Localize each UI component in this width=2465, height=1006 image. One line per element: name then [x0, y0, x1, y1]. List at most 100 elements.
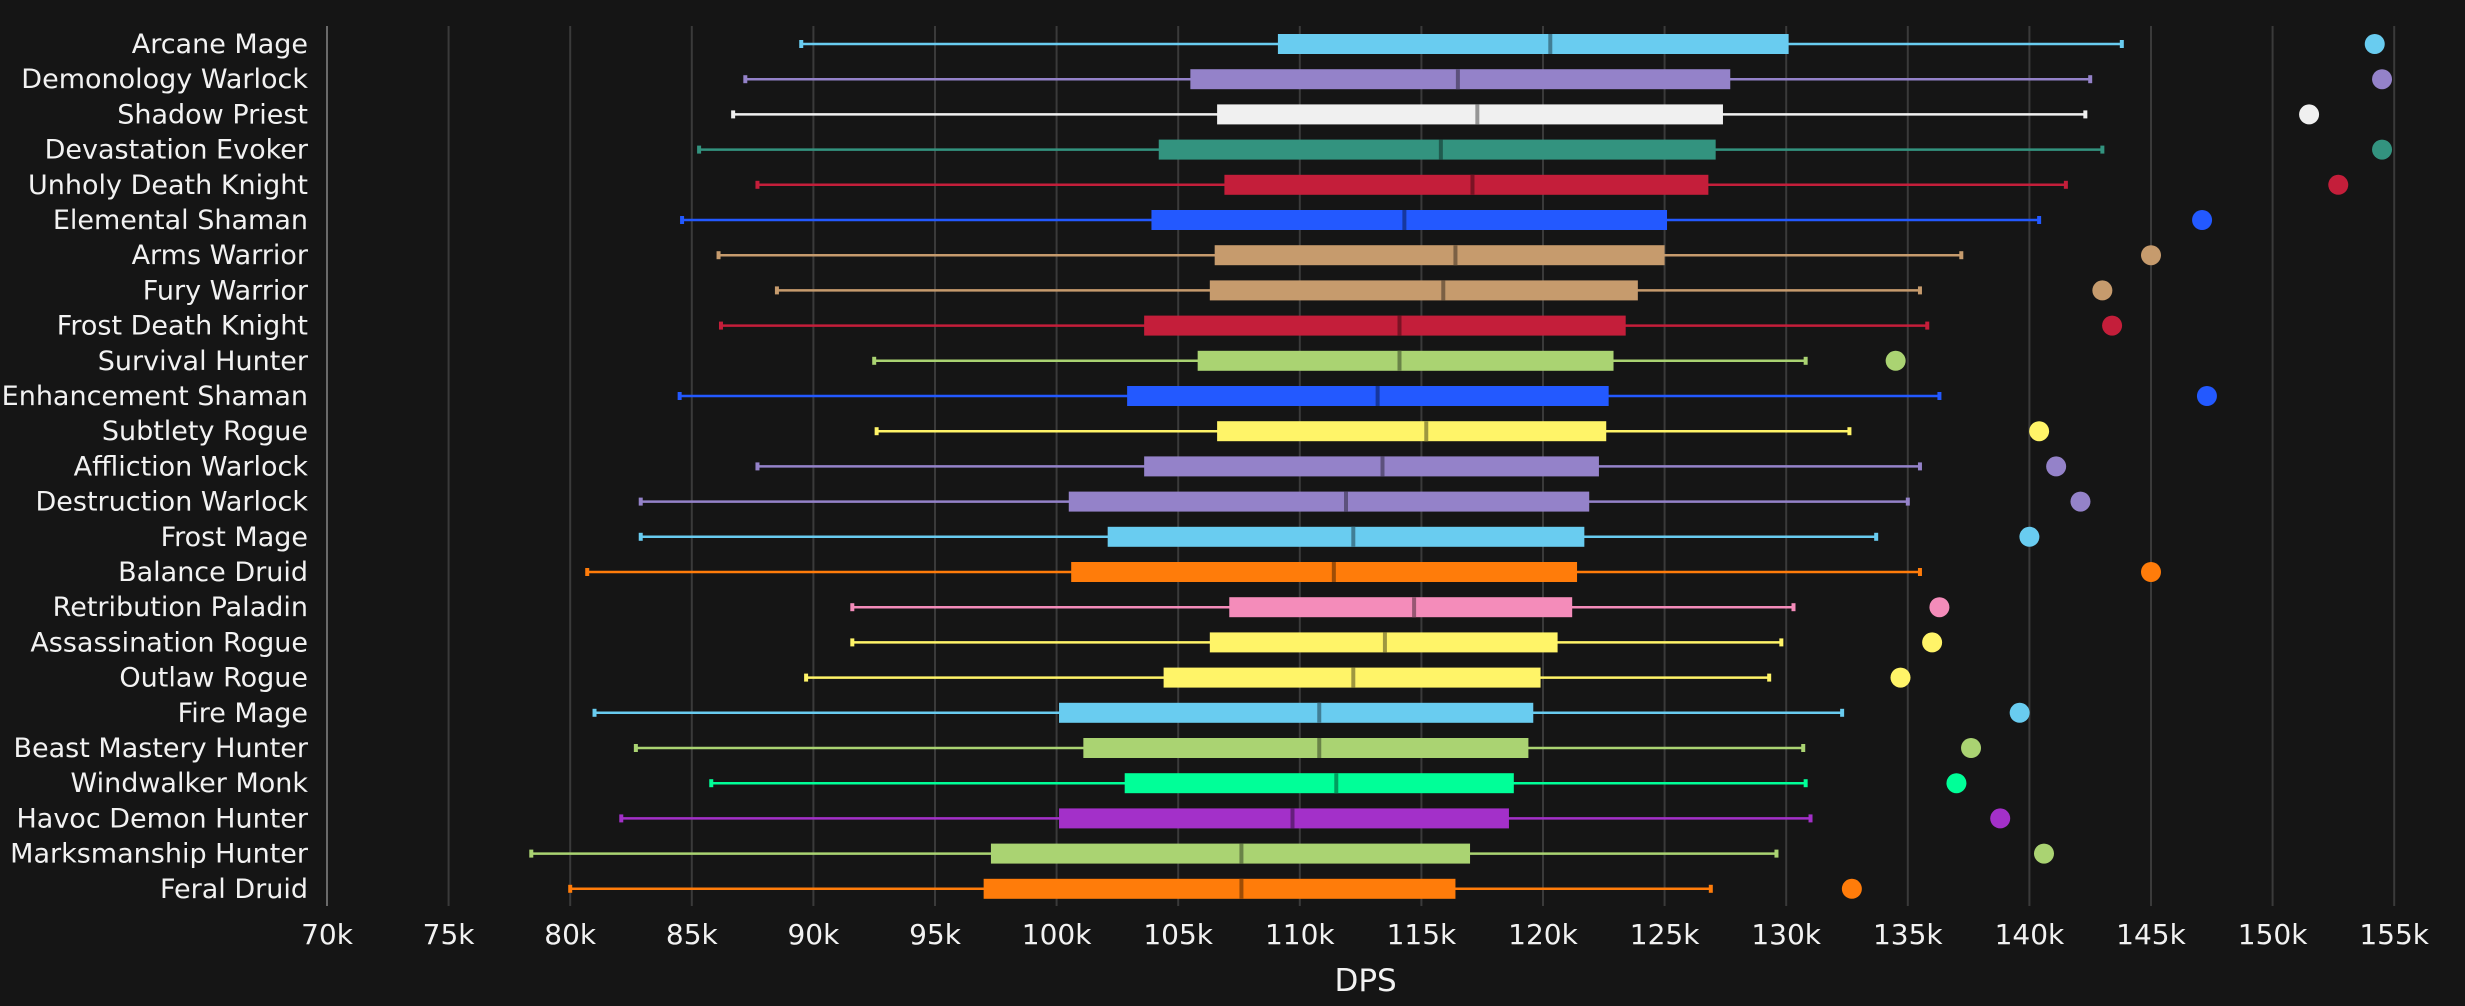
iqr-box: [1151, 210, 1668, 230]
x-tick-label: 120k: [1508, 918, 1578, 951]
box-row: [619, 808, 2011, 829]
outlier-point: [1946, 773, 1967, 794]
box-row: [718, 315, 2123, 336]
category-label: Demonology Warlock: [21, 64, 308, 95]
box-row: [709, 773, 1967, 794]
outlier-point: [2364, 34, 2385, 54]
outlier-point: [1929, 597, 1950, 618]
category-label: Devastation Evoker: [45, 135, 309, 166]
box-row: [568, 878, 1862, 899]
iqr-box: [1224, 174, 1709, 195]
x-tick-label: 80k: [544, 918, 597, 951]
x-tick-label: 105k: [1143, 918, 1213, 951]
iqr-box: [1059, 702, 1534, 723]
category-label: Havoc Demon Hunter: [16, 803, 308, 834]
category-label: Beast Mastery Hunter: [13, 733, 308, 764]
x-tick-label: 85k: [666, 918, 719, 951]
box-row: [804, 667, 1911, 688]
iqr-box: [1144, 456, 1599, 477]
box-row: [755, 174, 2349, 195]
outlier-point: [2192, 210, 2213, 230]
box-row: [585, 562, 2161, 582]
x-tick-label: 70k: [301, 918, 354, 951]
outlier-point: [2328, 174, 2349, 195]
box-row: [774, 280, 2113, 301]
box-row: [680, 210, 2213, 230]
box-row: [697, 139, 2393, 160]
iqr-box: [1107, 526, 1585, 547]
box-row: [731, 104, 2320, 125]
iqr-box: [1071, 562, 1578, 582]
iqr-box: [1209, 280, 1638, 301]
category-label: Subtlety Rogue: [102, 416, 308, 447]
outlier-point: [2009, 702, 2030, 723]
x-tick-label: 150k: [2238, 918, 2308, 951]
iqr-box: [1217, 421, 1607, 442]
category-label: Frost Mage: [161, 522, 308, 553]
box-rows: [529, 34, 2393, 899]
box-row: [638, 491, 2091, 512]
iqr-box: [1217, 104, 1723, 125]
category-label: Balance Druid: [118, 557, 308, 588]
iqr-box: [1229, 597, 1573, 618]
x-tick-label: 155k: [2359, 918, 2429, 951]
box-row: [755, 456, 2067, 477]
x-tick-label: 145k: [2116, 918, 2186, 951]
category-label: Feral Druid: [160, 874, 308, 905]
box-row: [677, 386, 2217, 406]
box-row: [592, 702, 2030, 723]
x-tick-label: 75k: [423, 918, 476, 951]
box-row: [633, 738, 1982, 758]
x-tick-label: 115k: [1387, 918, 1457, 951]
category-label: Elemental Shaman: [53, 205, 308, 236]
category-label: Unholy Death Knight: [28, 170, 308, 201]
outlier-point: [1922, 632, 1943, 653]
iqr-box: [1277, 34, 1789, 54]
category-label: Survival Hunter: [98, 346, 309, 377]
iqr-box: [1197, 350, 1614, 371]
box-row: [743, 69, 2393, 90]
iqr-box: [990, 843, 1471, 864]
category-label: Shadow Priest: [117, 99, 308, 130]
outlier-point: [1885, 350, 1906, 371]
x-tick-label: 100k: [1022, 918, 1092, 951]
iqr-box: [1127, 386, 1609, 406]
x-tick-label: 95k: [909, 918, 962, 951]
outlier-point: [2372, 69, 2393, 90]
outlier-point: [2019, 526, 2040, 547]
outlier-point: [1841, 878, 1862, 899]
category-label: Fury Warrior: [143, 275, 309, 306]
outlier-point: [2196, 386, 2217, 406]
outlier-point: [2092, 280, 2113, 301]
box-row: [799, 34, 2385, 54]
iqr-box: [1144, 315, 1626, 336]
category-label: Arms Warrior: [132, 240, 309, 271]
outlier-point: [1990, 808, 2011, 829]
category-label: Fire Mage: [178, 698, 308, 729]
category-label: Retribution Paladin: [53, 592, 308, 623]
iqr-box: [1083, 738, 1529, 758]
iqr-box: [1059, 808, 1509, 829]
box-row: [872, 350, 1906, 371]
box-row: [850, 597, 1950, 618]
box-row: [874, 421, 2050, 442]
iqr-box: [1190, 69, 1731, 90]
outlier-point: [2029, 421, 2050, 442]
x-axis-ticks: 70k 75k 80k 85k 90k 95k 100k 105k 110k 115k 120k 12…: [301, 918, 2430, 951]
outlier-point: [1890, 667, 1911, 688]
outlier-point: [2046, 456, 2067, 477]
x-tick-label: 110k: [1265, 918, 1335, 951]
x-tick-label: 130k: [1751, 918, 1821, 951]
category-label: Enhancement Shaman: [2, 381, 308, 412]
outlier-point: [2299, 104, 2320, 125]
box-row: [850, 632, 1943, 653]
outlier-point: [2070, 491, 2091, 512]
box-row: [529, 843, 2054, 864]
category-label: Assassination Rogue: [30, 627, 308, 658]
category-label: Outlaw Rogue: [119, 663, 308, 694]
category-label: Destruction Warlock: [35, 487, 308, 518]
x-tick-label: 125k: [1630, 918, 1700, 951]
x-tick-label: 140k: [1995, 918, 2065, 951]
category-label: Frost Death Knight: [57, 311, 308, 342]
